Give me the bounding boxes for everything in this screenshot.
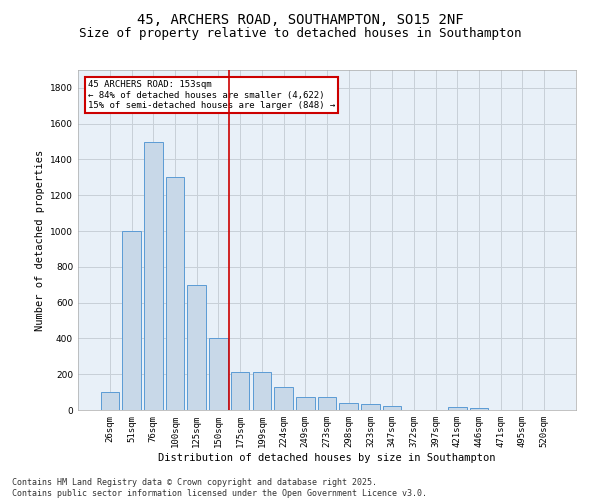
Bar <box>361 404 380 410</box>
Bar <box>101 392 119 410</box>
Bar <box>253 372 271 410</box>
Bar <box>144 142 163 410</box>
Bar <box>448 408 467 410</box>
Bar <box>231 372 250 410</box>
Bar <box>318 398 336 410</box>
Text: Size of property relative to detached houses in Southampton: Size of property relative to detached ho… <box>79 28 521 40</box>
X-axis label: Distribution of detached houses by size in Southampton: Distribution of detached houses by size … <box>158 452 496 462</box>
Bar <box>187 284 206 410</box>
Bar <box>274 386 293 410</box>
Bar <box>296 398 314 410</box>
Bar <box>340 403 358 410</box>
Bar <box>470 408 488 410</box>
Text: Contains HM Land Registry data © Crown copyright and database right 2025.
Contai: Contains HM Land Registry data © Crown c… <box>12 478 427 498</box>
Bar <box>166 178 184 410</box>
Bar <box>209 338 227 410</box>
Y-axis label: Number of detached properties: Number of detached properties <box>35 150 44 330</box>
Text: 45, ARCHERS ROAD, SOUTHAMPTON, SO15 2NF: 45, ARCHERS ROAD, SOUTHAMPTON, SO15 2NF <box>137 12 463 26</box>
Bar <box>122 231 141 410</box>
Text: 45 ARCHERS ROAD: 153sqm
← 84% of detached houses are smaller (4,622)
15% of semi: 45 ARCHERS ROAD: 153sqm ← 84% of detache… <box>88 80 335 110</box>
Bar <box>383 406 401 410</box>
